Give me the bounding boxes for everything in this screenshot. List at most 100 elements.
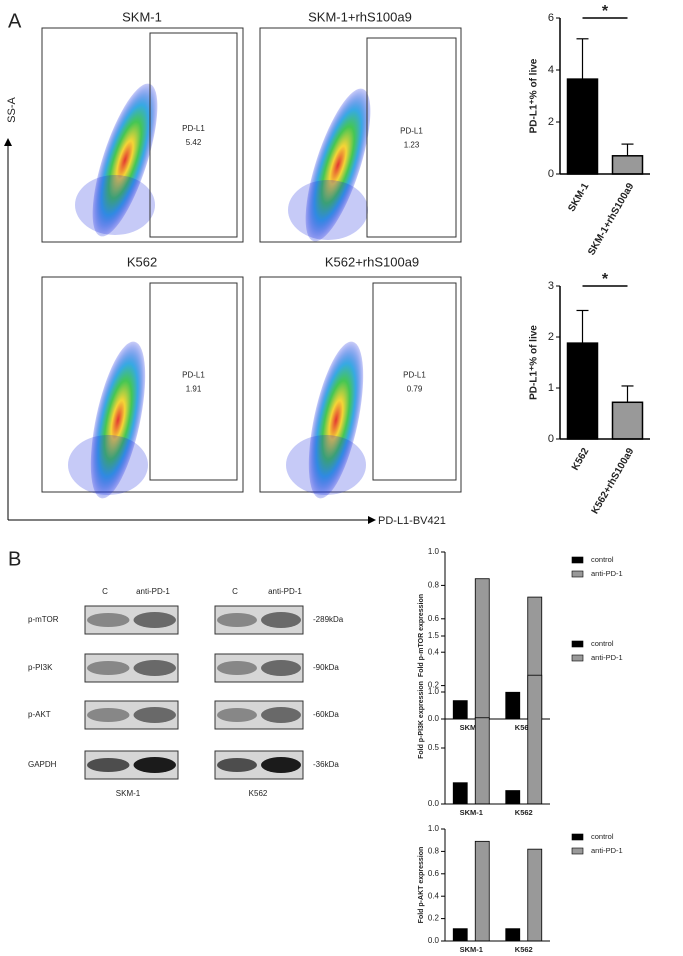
size-label: -90kDa bbox=[313, 663, 339, 672]
legend-swatch bbox=[571, 570, 584, 578]
band bbox=[87, 758, 130, 772]
size-label: -36kDa bbox=[313, 760, 339, 769]
x-tick-label: SKM-1 bbox=[460, 808, 483, 817]
y-tick-label: 1.0 bbox=[428, 547, 440, 556]
x-tick-label: K562 bbox=[570, 446, 592, 473]
band bbox=[261, 660, 301, 676]
bar bbox=[452, 782, 468, 805]
y-tick-label: 2 bbox=[548, 331, 554, 343]
density bbox=[286, 435, 366, 495]
y-axis-label: PD-L1⁺% of live bbox=[529, 325, 540, 400]
y-tick-label: 0.2 bbox=[428, 681, 440, 690]
panel-label: A bbox=[8, 10, 22, 32]
band bbox=[133, 707, 176, 723]
legend-swatch bbox=[571, 556, 584, 564]
gate bbox=[366, 37, 457, 238]
legend-swatch bbox=[571, 847, 584, 855]
lane-label: anti-PD-1 bbox=[268, 587, 302, 596]
lane-label: C bbox=[232, 587, 238, 596]
size-label: -289kDa bbox=[313, 615, 344, 624]
y-axis-label: PD-L1⁺% of live bbox=[529, 58, 540, 133]
band bbox=[133, 660, 176, 676]
legend-label: anti-PD-1 bbox=[591, 569, 623, 578]
y-tick-label: 1 bbox=[548, 382, 554, 394]
panel-label: B bbox=[8, 548, 21, 570]
band bbox=[261, 707, 301, 723]
band bbox=[217, 758, 257, 772]
cell-label: SKM-1 bbox=[116, 789, 141, 798]
gate-label: PD-L1 bbox=[182, 124, 205, 133]
density bbox=[308, 341, 364, 499]
significance-label: * bbox=[602, 271, 609, 288]
band bbox=[133, 757, 176, 773]
bar bbox=[452, 928, 468, 942]
x-tick-label: SKM-1+rhS100a9 bbox=[586, 181, 636, 257]
row-label: p-AKT bbox=[28, 710, 51, 719]
band bbox=[261, 612, 301, 628]
band bbox=[261, 757, 301, 773]
y-tick-label: 4 bbox=[548, 64, 554, 76]
flow-title: K562 bbox=[127, 254, 157, 269]
density bbox=[68, 435, 148, 495]
flow-title: SKM-1+rhS100a9 bbox=[308, 9, 412, 24]
x-tick-label: K562 bbox=[515, 723, 533, 732]
band bbox=[133, 612, 176, 628]
bar bbox=[611, 401, 644, 440]
bar bbox=[474, 578, 490, 720]
legend-label: control bbox=[591, 832, 614, 841]
legend-swatch bbox=[571, 654, 584, 662]
y-axis-label: Fold p-AKT expression bbox=[418, 847, 425, 924]
gate-value: 5.42 bbox=[186, 138, 202, 147]
flow-frame bbox=[259, 27, 462, 243]
flow-frame bbox=[259, 276, 462, 493]
density bbox=[90, 341, 146, 499]
legend-label: control bbox=[591, 555, 614, 564]
y-tick-label: 0 bbox=[548, 433, 554, 445]
significance-label: * bbox=[602, 3, 609, 20]
band bbox=[87, 708, 130, 722]
y-tick-label: 0.5 bbox=[428, 743, 440, 752]
flow-title: K562+rhS100a9 bbox=[325, 254, 419, 269]
y-tick-label: 6 bbox=[548, 12, 554, 24]
bar bbox=[505, 691, 521, 720]
y-tick-label: 1.0 bbox=[428, 824, 440, 833]
legend-label: anti-PD-1 bbox=[591, 846, 623, 855]
row-label: p-mTOR bbox=[28, 615, 59, 624]
lane-label: C bbox=[102, 587, 108, 596]
flow-title: SKM-1 bbox=[122, 9, 162, 24]
gate-value: 0.79 bbox=[407, 385, 423, 394]
y-tick-label: 0 bbox=[548, 168, 554, 180]
flow-frame bbox=[41, 27, 244, 243]
y-tick-label: 0.4 bbox=[428, 891, 440, 900]
gate-label: PD-L1 bbox=[400, 127, 423, 136]
y-axis-label: Fold p-mTOR expression bbox=[418, 594, 425, 677]
gate-value: 1.23 bbox=[404, 141, 420, 150]
legend-swatch bbox=[571, 640, 584, 648]
band bbox=[87, 613, 130, 627]
band bbox=[217, 613, 257, 627]
cell-label: K562 bbox=[249, 789, 268, 798]
legend-swatch bbox=[571, 833, 584, 841]
y-tick-label: 0.6 bbox=[428, 869, 440, 878]
x-tick-label: K562+rhS100a9 bbox=[590, 446, 637, 516]
y-tick-label: 0.0 bbox=[428, 714, 440, 723]
y-tick-label: 0.0 bbox=[428, 799, 440, 808]
bar bbox=[474, 840, 490, 942]
bar bbox=[566, 342, 599, 440]
bar bbox=[611, 155, 644, 175]
y-tick-label: 0.0 bbox=[428, 936, 440, 945]
legend-label: control bbox=[591, 639, 614, 648]
flow-frame bbox=[41, 276, 244, 493]
band bbox=[87, 661, 130, 675]
flow-x-label: PD-L1-BV421 bbox=[378, 515, 446, 527]
gate-label: PD-L1 bbox=[182, 371, 205, 380]
density bbox=[75, 175, 155, 235]
gate-label: PD-L1 bbox=[403, 371, 426, 380]
y-tick-label: 0.8 bbox=[428, 847, 440, 856]
size-label: -60kDa bbox=[313, 710, 339, 719]
gate bbox=[149, 282, 238, 481]
bar bbox=[505, 928, 521, 942]
legend-label: anti-PD-1 bbox=[591, 653, 623, 662]
density bbox=[305, 88, 371, 242]
